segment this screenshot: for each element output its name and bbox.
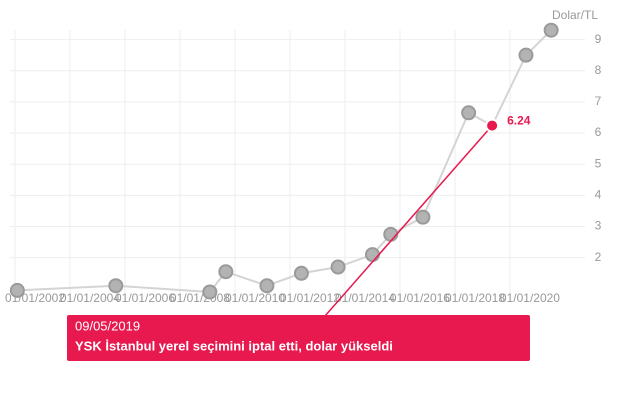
data-point [259,278,275,294]
data-point [202,284,218,300]
x-tick-label: 01/01/2018 [445,291,505,305]
x-tick-label: 01/01/2004 [60,291,120,305]
x-tick-label: 01/01/2016 [390,291,450,305]
annotation-box [67,315,530,361]
value-label: 6.24 [507,114,531,128]
y-axis-label: Dolar/TL [552,8,598,22]
y-tick-label: 8 [595,63,602,77]
y-tick-label: 9 [595,32,602,46]
data-point [461,105,477,121]
y-tick-label: 4 [595,188,602,202]
y-tick-label: 2 [595,250,602,264]
annotation-date: 09/05/2019 [75,318,140,333]
data-point [518,47,534,63]
x-tick-label: 01/01/2008 [170,291,230,305]
x-tick-label: 01/01/2020 [500,291,560,305]
data-point [293,265,309,281]
x-tick-label: 01/01/2012 [280,291,340,305]
data-point [330,259,346,275]
x-tick-label: 01/01/2010 [225,291,285,305]
data-line [17,29,552,293]
y-tick-label: 5 [595,156,602,170]
annotation-text: YSK İstanbul yerel seçimini iptal etti, … [75,338,393,353]
data-point [383,226,399,242]
highlight-point [485,118,500,133]
data-point [543,22,559,38]
y-tick-label: 7 [595,94,602,108]
data-point [9,282,25,298]
x-tick-label: 01/01/2014 [335,291,395,305]
y-tick-label: 3 [595,219,602,233]
x-tick-label: 01/01/2006 [115,291,175,305]
data-point [218,264,234,280]
data-point [415,209,431,225]
data-point [108,278,124,294]
y-tick-label: 6 [595,125,602,139]
data-point [364,247,380,263]
annotation-connector [324,125,493,317]
